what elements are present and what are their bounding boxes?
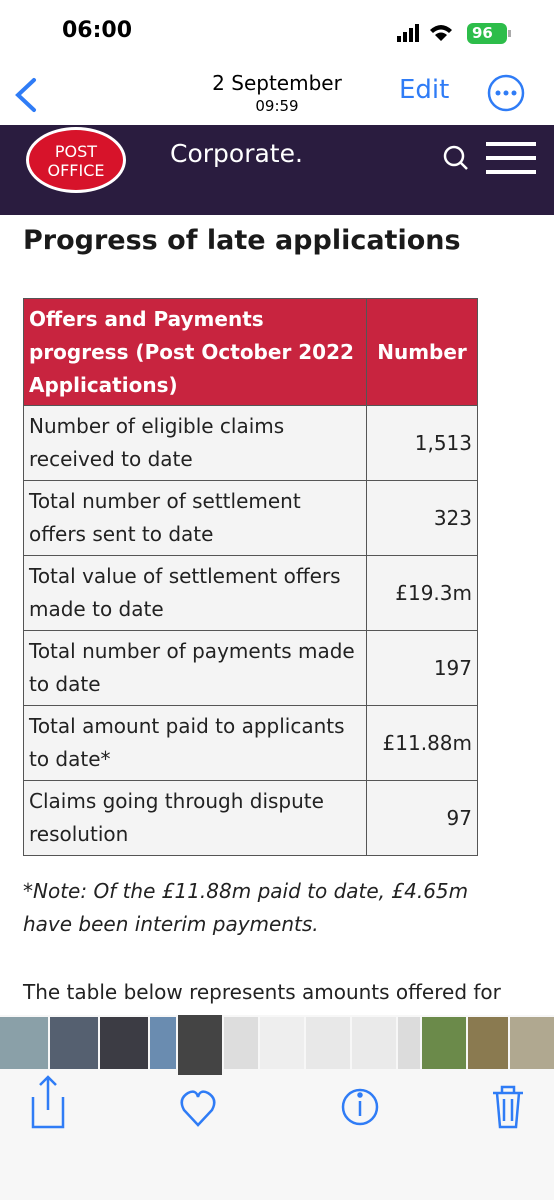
cell: Total number of payments made to date (23, 630, 367, 706)
header-cell: Offers and Payments progress (Post Octob… (23, 298, 367, 406)
cell: Claims going through dispute resolution (23, 780, 367, 856)
battery-level: 96 (472, 24, 493, 42)
thumbnail-strip[interactable] (0, 1015, 554, 1075)
header-icons[interactable] (440, 140, 540, 180)
brand-name: Corporate. (170, 139, 303, 168)
cell: 97 (366, 780, 478, 856)
status-icons (397, 23, 511, 44)
toolbar-icons[interactable] (31, 1075, 523, 1129)
more-button[interactable] (486, 73, 526, 113)
photo-toolbar (0, 1015, 554, 1200)
back-button[interactable] (12, 77, 38, 113)
site-header: POST OFFICE Corporate. (0, 125, 554, 215)
status-bar: 06:00 96 (0, 0, 554, 65)
cell: Total number of settlement offers sent t… (23, 480, 367, 556)
cell: £19.3m (366, 555, 478, 631)
photo-date: 2 September (212, 71, 342, 95)
paragraph: The table below represents amounts offer… (23, 980, 501, 1004)
clock: 06:00 (62, 18, 133, 43)
cell: £11.88m (366, 705, 478, 781)
table-row: Total value of settlement offers made to… (23, 555, 478, 631)
logo-text: OFFICE (47, 161, 105, 180)
logo[interactable]: POST OFFICE (26, 127, 126, 193)
cell: 197 (366, 630, 478, 706)
progress-table: Offers and Payments progress (Post Octob… (23, 298, 478, 856)
cell: 1,513 (366, 405, 478, 481)
table-row: Total amount paid to applicants to date*… (23, 705, 478, 781)
cell: Total amount paid to applicants to date* (23, 705, 367, 781)
table-row: Total number of payments made to date 197 (23, 630, 478, 706)
header-cell: Number (366, 298, 478, 406)
note: *Note: Of the £11.88m paid to date, £4.6… (23, 879, 469, 936)
heading: Progress of late applications (23, 225, 461, 256)
table-row: Total number of settlement offers sent t… (23, 480, 478, 556)
cell: 323 (366, 480, 478, 556)
edit-button[interactable]: Edit (399, 75, 450, 105)
photo-time: 09:59 (255, 97, 299, 115)
logo-text: POST (54, 142, 98, 161)
nav-bar: 2 September 09:59 Edit (0, 65, 554, 125)
table-row: Number of eligible claims received to da… (23, 405, 478, 481)
header-row: Offers and Payments progress (Post Octob… (23, 298, 478, 406)
table-row: Claims going through dispute resolution 9… (23, 780, 478, 856)
cell: Total value of settlement offers made to… (23, 555, 367, 631)
cell: Number of eligible claims received to da… (23, 405, 367, 481)
article: Progress of late applications Offers and… (0, 215, 554, 1015)
